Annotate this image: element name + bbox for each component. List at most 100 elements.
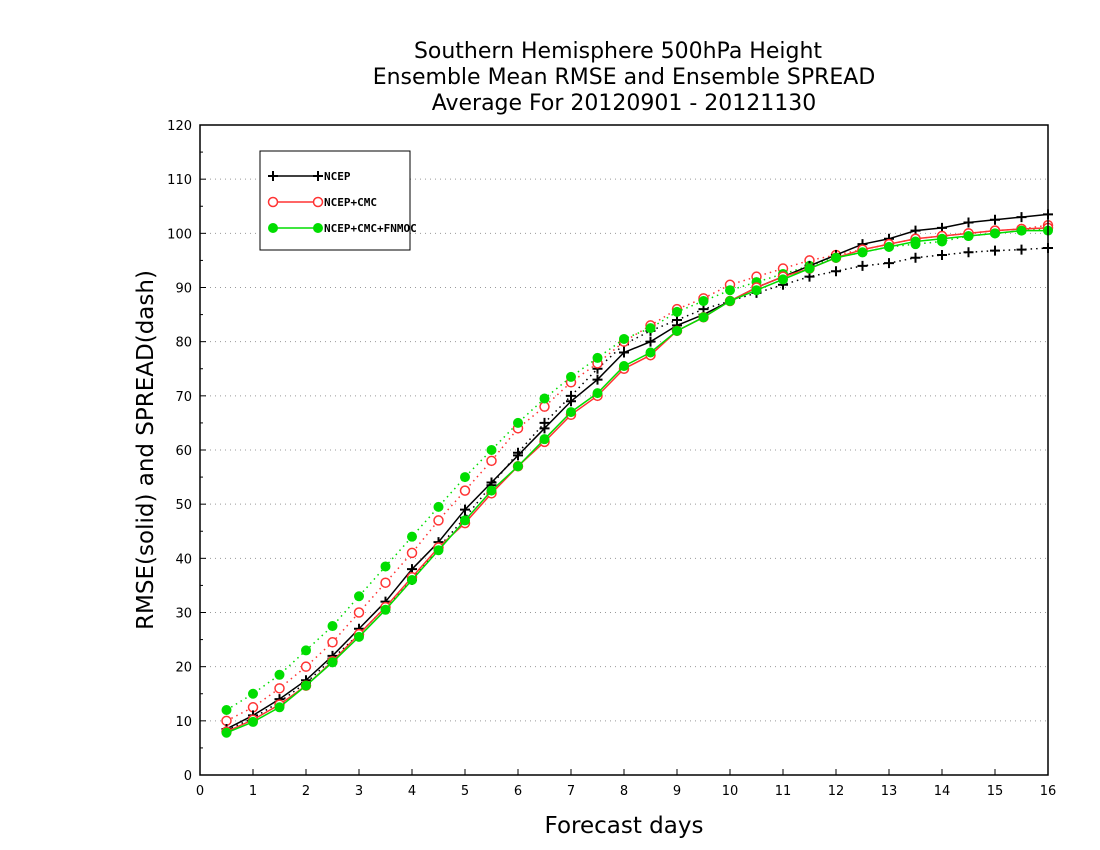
- data-point: [300, 661, 312, 672]
- data-point: [725, 296, 735, 307]
- data-point: [619, 333, 629, 344]
- data-point: [831, 266, 841, 277]
- data-point: [566, 371, 576, 382]
- series-line: [226, 247, 1049, 731]
- x-tick-label: 15: [987, 784, 1004, 799]
- data-point: [698, 312, 709, 323]
- data-point: [433, 501, 444, 512]
- data-point: [592, 352, 603, 363]
- y-tick-label: 20: [175, 661, 192, 676]
- data-point: [354, 631, 364, 642]
- data-point: [327, 621, 338, 632]
- x-tick-label: 3: [355, 784, 363, 799]
- data-point: [990, 228, 1000, 239]
- data-point: [380, 561, 391, 572]
- data-point: [327, 637, 338, 648]
- data-point: [963, 217, 974, 228]
- data-point: [1016, 244, 1027, 255]
- data-point: [353, 607, 365, 618]
- chart-title-line-2: Ensemble Mean RMSE and Ensemble SPREAD: [373, 65, 876, 90]
- x-tick-label: 16: [1040, 784, 1057, 799]
- y-tick-label: 40: [175, 552, 192, 567]
- series-ncep-cmc-fnmoc-rmse: [221, 225, 1053, 738]
- data-point: [645, 336, 656, 347]
- data-point: [327, 657, 338, 668]
- data-point: [725, 285, 735, 296]
- data-point: [354, 591, 364, 602]
- x-tick-label: 9: [673, 784, 681, 799]
- data-point: [486, 455, 497, 467]
- data-point: [433, 515, 444, 526]
- data-point: [884, 258, 894, 269]
- data-point: [937, 250, 947, 260]
- data-point: [380, 604, 391, 615]
- legend-marker: [267, 196, 279, 208]
- data-point: [1016, 225, 1027, 236]
- x-tick-label: 1: [249, 784, 257, 799]
- legend-box: [259, 150, 411, 251]
- data-point: [513, 461, 523, 472]
- data-point: [937, 233, 947, 244]
- chart-title-line-1: Southern Hemisphere 500hPa Height: [414, 39, 822, 64]
- data-point: [857, 247, 868, 258]
- legend-label: NCEP+CMC: [324, 196, 377, 209]
- data-point: [539, 434, 550, 445]
- data-point: [301, 680, 311, 691]
- data-point: [804, 263, 815, 274]
- data-point: [539, 423, 550, 434]
- y-tick-label: 70: [175, 390, 192, 405]
- data-point: [910, 252, 921, 263]
- y-tick-label: 30: [175, 607, 192, 622]
- x-tick-label: 14: [934, 784, 951, 799]
- y-tick-label: 50: [175, 498, 192, 513]
- data-point: [274, 683, 285, 694]
- data-point: [486, 445, 497, 455]
- x-axis-ticks: 0 1 2 3 4 5 6 7 8 9 10 11 12 13 14 15 16: [196, 769, 1056, 799]
- data-point: [513, 417, 523, 428]
- legend-marker: [313, 223, 323, 233]
- data-point: [592, 388, 603, 399]
- legend-marker: [268, 171, 278, 181]
- data-point: [698, 296, 709, 307]
- x-tick-label: 0: [196, 784, 204, 799]
- data-point: [539, 393, 550, 404]
- chart-title: Southern Hemisphere 500hPa Height Ensemb…: [373, 39, 876, 116]
- data-point: [645, 323, 656, 334]
- data-point: [751, 285, 762, 296]
- data-point: [619, 347, 629, 358]
- data-point: [672, 325, 682, 336]
- x-tick-label: 12: [828, 784, 845, 799]
- data-point: [274, 702, 285, 713]
- data-point: [884, 241, 894, 252]
- data-point: [1016, 212, 1027, 223]
- data-point: [990, 214, 1000, 225]
- x-tick-label: 2: [302, 784, 310, 799]
- data-point: [990, 245, 1000, 256]
- series-ncep-rmse: [221, 209, 1053, 734]
- legend-marker: [268, 223, 278, 233]
- series-line: [226, 229, 1048, 734]
- data-point: [407, 531, 417, 542]
- series-line: [226, 213, 1049, 730]
- data-point: [963, 231, 974, 242]
- data-point: [433, 545, 444, 556]
- data-point: [407, 575, 417, 585]
- data-point: [221, 727, 232, 738]
- y-tick-label: 100: [167, 227, 192, 242]
- data-point: [831, 252, 841, 263]
- series-ncep-cmc-rmse: [221, 222, 1054, 737]
- x-tick-label: 8: [620, 784, 628, 799]
- data-point: [592, 374, 603, 385]
- data-point: [301, 645, 311, 656]
- y-axis-ticks: 0 10 20 30 40 50 60 70 80 90 100 110 120: [167, 119, 206, 784]
- y-axis-label: RMSE(solid) and SPREAD(dash): [133, 270, 159, 630]
- y-tick-label: 10: [175, 715, 192, 730]
- y-tick-label: 0: [184, 769, 192, 784]
- legend-marker: [313, 171, 323, 181]
- data-point: [274, 669, 285, 680]
- data-point: [672, 306, 682, 317]
- data-point: [460, 472, 470, 483]
- data-point: [566, 396, 576, 407]
- x-tick-label: 4: [408, 784, 416, 799]
